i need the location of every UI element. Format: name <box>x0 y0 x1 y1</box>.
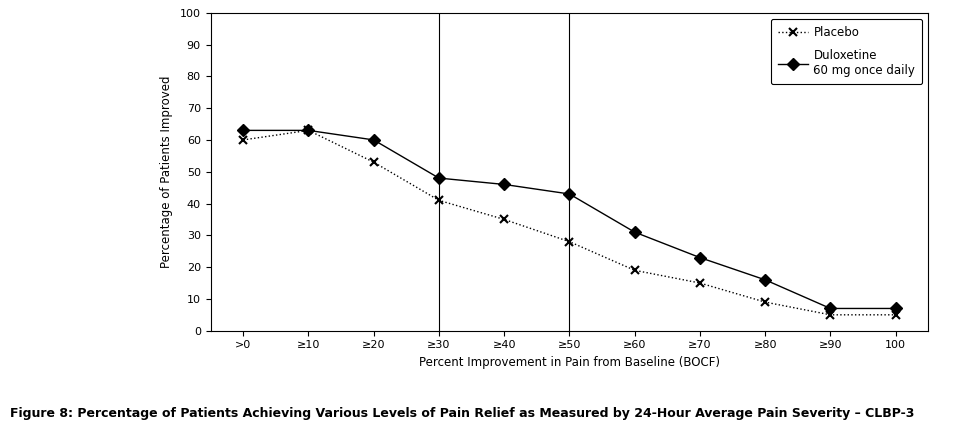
Duloxetine
60 mg once daily <box>564 192 575 197</box>
Placebo <box>302 128 314 133</box>
Line: Duloxetine
60 mg once daily: Duloxetine 60 mg once daily <box>239 126 900 312</box>
Placebo <box>564 239 575 244</box>
Placebo <box>890 312 901 317</box>
Duloxetine
60 mg once daily <box>302 128 314 133</box>
Placebo <box>629 268 640 273</box>
Placebo <box>237 137 249 142</box>
Legend: Placebo, Duloxetine
60 mg once daily: Placebo, Duloxetine 60 mg once daily <box>771 19 923 84</box>
Duloxetine
60 mg once daily <box>760 277 771 282</box>
Duloxetine
60 mg once daily <box>890 306 901 311</box>
Placebo <box>825 312 836 317</box>
Placebo <box>434 198 445 203</box>
Duloxetine
60 mg once daily <box>629 230 640 235</box>
Text: Figure 8: Percentage of Patients Achieving Various Levels of Pain Relief as Meas: Figure 8: Percentage of Patients Achievi… <box>10 407 914 420</box>
Duloxetine
60 mg once daily <box>237 128 249 133</box>
Placebo <box>367 160 379 165</box>
X-axis label: Percent Improvement in Pain from Baseline (BOCF): Percent Improvement in Pain from Baselin… <box>419 356 720 369</box>
Y-axis label: Percentage of Patients Improved: Percentage of Patients Improved <box>160 75 173 268</box>
Duloxetine
60 mg once daily <box>367 137 379 142</box>
Duloxetine
60 mg once daily <box>825 306 836 311</box>
Duloxetine
60 mg once daily <box>499 182 510 187</box>
Placebo <box>760 299 771 304</box>
Placebo <box>694 281 705 286</box>
Duloxetine
60 mg once daily <box>434 176 445 181</box>
Line: Placebo: Placebo <box>239 126 900 319</box>
Placebo <box>499 217 510 222</box>
Duloxetine
60 mg once daily <box>694 255 705 260</box>
